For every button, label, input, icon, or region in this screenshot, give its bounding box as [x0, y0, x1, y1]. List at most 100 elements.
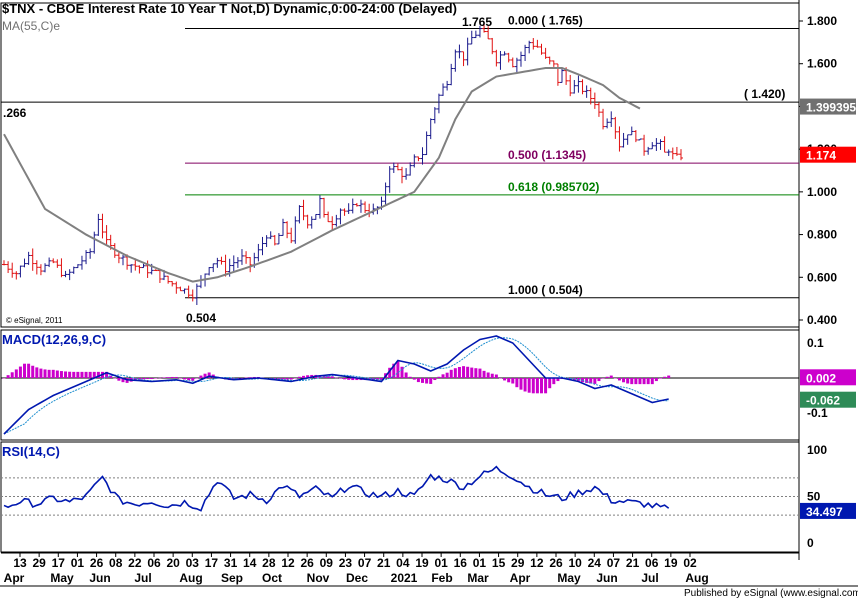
macd-hist-bar — [285, 378, 289, 380]
macd-hist-bar — [330, 376, 334, 378]
macd-hist-bar — [626, 378, 630, 384]
macd-hist-bar — [92, 371, 96, 378]
macd-hist-bar — [457, 366, 461, 378]
macd-hist-bar — [178, 378, 182, 379]
date-tick-label: 07 — [358, 556, 372, 570]
low-label: 0.504 — [186, 311, 216, 325]
macd-hist-bar — [174, 376, 178, 378]
ohlc-bar — [59, 258, 64, 278]
macd-hist-bar — [535, 378, 539, 394]
macd-hist-bar — [511, 378, 515, 384]
ohlc-bar — [461, 51, 466, 67]
ohlc-bar — [576, 75, 581, 93]
macd-hist-bar — [142, 378, 146, 380]
macd-hist-bar — [96, 371, 100, 378]
ohlc-bar — [449, 63, 454, 86]
ohlc-bar — [219, 256, 224, 265]
date-tick-label: 26 — [549, 556, 563, 570]
ohlc-bar — [211, 263, 216, 273]
macd-hist-bar — [556, 378, 560, 382]
macd-panel[interactable] — [1, 335, 799, 435]
macd-value-tag-bg — [800, 369, 856, 386]
date-tick-label: 20 — [166, 556, 180, 570]
fib-100-label: 1.000 ( 0.504) — [508, 283, 583, 297]
ohlc-bar — [239, 249, 244, 265]
date-tick-label: 24 — [588, 556, 602, 570]
macd-hist-bar — [146, 378, 150, 380]
macd-hist-bar — [18, 366, 22, 378]
macd-hist-bar — [453, 368, 457, 378]
macd-hist-bar — [158, 377, 162, 379]
ohlc-bar — [256, 243, 261, 262]
date-tick-label: 21 — [626, 556, 640, 570]
month-label: 2021 — [391, 571, 418, 585]
ohlc-bar — [330, 216, 335, 231]
fib-50-label: 0.500 (1.1345) — [508, 148, 586, 162]
ohlc-bar — [666, 149, 671, 156]
macd-hist-bar — [416, 378, 420, 383]
ohlc-bar — [178, 286, 183, 292]
macd-hist-bar — [109, 375, 113, 378]
ohlc-bar — [383, 182, 388, 206]
date-tick-label: 19 — [415, 556, 429, 570]
ohlc-bar — [43, 263, 48, 273]
ohlc-bar — [2, 260, 6, 266]
ohlc-bar — [486, 26, 491, 40]
macd-hist-bar — [601, 378, 605, 379]
month-label: May — [50, 571, 74, 585]
ohlc-bar — [654, 138, 659, 151]
macd-hist-bar — [613, 378, 617, 379]
month-label: Feb — [431, 571, 452, 585]
date-tick-label: 14 — [243, 556, 257, 570]
ohlc-bar — [104, 225, 109, 247]
ohlc-bar — [535, 39, 540, 48]
ohlc-bar — [198, 275, 203, 289]
macd-hist-bar — [474, 368, 478, 378]
macd-hist-bar — [39, 368, 43, 378]
ohlc-bar — [194, 283, 199, 305]
macd-hist-bar — [338, 378, 342, 379]
ohlc-bar — [92, 231, 97, 254]
macd-tick-label: 0.1 — [807, 336, 824, 350]
ohlc-bar — [650, 142, 655, 150]
macd-hist-bar — [27, 363, 31, 378]
ohlc-bar — [297, 205, 302, 224]
macd-hist-bar — [35, 367, 39, 378]
month-label: Jul — [641, 571, 658, 585]
date-tick-label: 06 — [645, 556, 659, 570]
month-label: Sep — [221, 571, 243, 585]
fib-level-tag: 1.399395 — [806, 101, 856, 115]
last-price-tag: 1.174 — [806, 149, 836, 163]
macd-hist-bar — [429, 378, 433, 384]
month-label: Mar — [467, 571, 489, 585]
ohlc-bar — [334, 214, 339, 227]
ohlc-bar — [244, 251, 249, 264]
ohlc-bar — [518, 51, 523, 67]
date-tick-label: 23 — [339, 556, 353, 570]
macd-hist-bar — [605, 376, 609, 378]
macd-hist-bar — [302, 375, 306, 378]
ohlc-bar — [363, 201, 368, 214]
rsi-frame — [0, 441, 800, 553]
price-tick-label: 1.000 — [807, 185, 837, 199]
ohlc-bar — [543, 47, 548, 59]
macd-hist-bar — [482, 370, 486, 378]
date-tick-label: 13 — [13, 556, 27, 570]
rsi-panel[interactable] — [1, 465, 799, 516]
macd-hist-bar — [43, 369, 47, 378]
ohlc-bar — [580, 79, 585, 95]
macd-hist-bar — [23, 363, 27, 378]
axes: 1.8001.6001.4001.2001.0000.8000.6000.400… — [4, 14, 857, 585]
macd-hist-bar — [64, 371, 68, 378]
ohlc-bar — [367, 203, 372, 218]
ohlc-bar — [441, 83, 446, 96]
ohlc-bar — [637, 138, 642, 141]
ma-label: MA(55,C)e — [2, 19, 60, 33]
date-tick-label: 21 — [377, 556, 391, 570]
macd-hist-bar — [490, 373, 494, 378]
month-label: May — [557, 571, 581, 585]
ohlc-bar — [231, 255, 236, 273]
macd-hist-bar — [88, 371, 92, 378]
price-panel[interactable]: 0.000 ( 1.765) ( 1.420) 0.500 (1.1345) 0.61… — [1, 13, 799, 305]
macd-hist-bar — [187, 378, 191, 381]
